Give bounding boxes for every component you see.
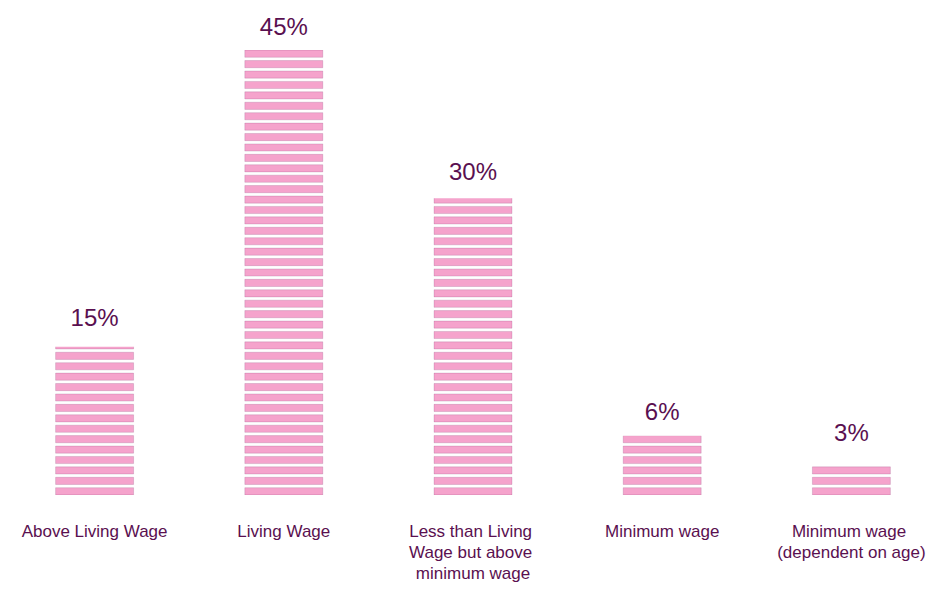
svg-text:(dependent on age): (dependent on age)	[777, 543, 925, 562]
svg-text:30%: 30%	[449, 158, 497, 185]
svg-text:3%: 3%	[834, 419, 869, 446]
svg-text:6%: 6%	[645, 398, 680, 425]
svg-text:Wage but above: Wage but above	[409, 543, 537, 562]
svg-text:Minimum wage: Minimum wage	[605, 522, 719, 541]
svg-text:45%: 45%	[260, 13, 308, 40]
svg-text:minimum wage: minimum wage	[416, 564, 530, 583]
svg-text:Less than Living: Less than Living	[409, 522, 537, 541]
svg-text:Living Wage: Living Wage	[237, 522, 330, 541]
svg-text:Minimum wage: Minimum wage	[792, 522, 911, 541]
svg-text:15%: 15%	[71, 304, 119, 331]
svg-text:Above Living Wage: Above Living Wage	[22, 522, 168, 541]
